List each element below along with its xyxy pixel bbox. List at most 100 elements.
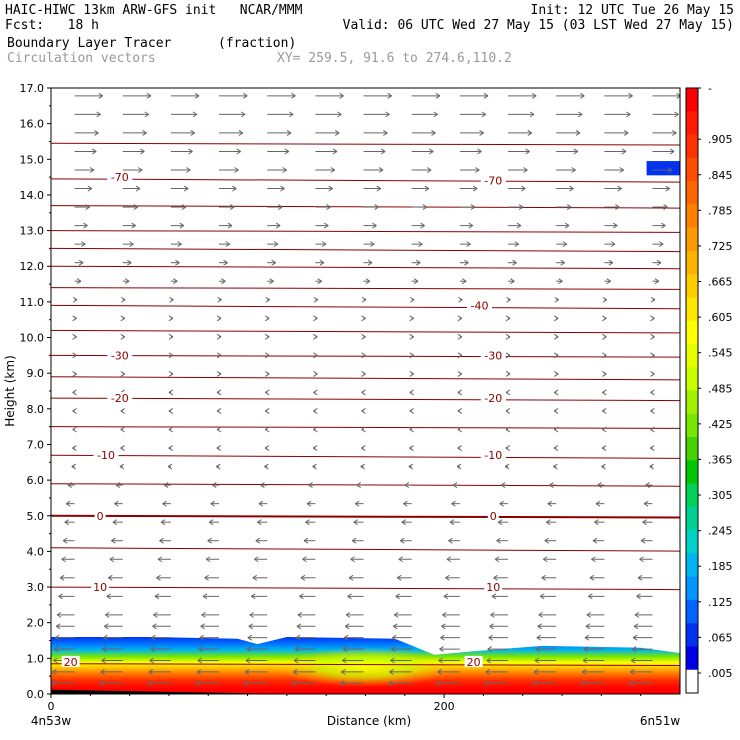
wind-vector xyxy=(245,657,268,664)
wind-vector xyxy=(363,129,388,136)
wind-vector xyxy=(652,259,662,266)
wind-vector xyxy=(388,680,412,687)
colorbar-label: .065 xyxy=(708,631,733,644)
wind-vector xyxy=(244,668,268,675)
wind-vector xyxy=(438,657,460,664)
x-tick-label: 0 xyxy=(48,700,55,713)
wind-vector xyxy=(120,333,126,340)
wind-vector xyxy=(74,241,86,248)
wind-vector xyxy=(484,680,509,687)
wind-vector xyxy=(219,278,226,285)
wind-vector xyxy=(631,646,653,653)
contour-label-background xyxy=(464,655,483,667)
wind-vector xyxy=(459,167,480,173)
wind-vector xyxy=(195,680,220,687)
colorbar-swatch xyxy=(686,599,698,624)
wind-vector xyxy=(505,352,511,359)
colorbar-label: .485 xyxy=(708,382,733,395)
wind-vector xyxy=(219,167,239,173)
wind-vector xyxy=(485,668,509,675)
wind-vector xyxy=(440,634,460,641)
wind-vector xyxy=(170,204,187,210)
wind-vector xyxy=(459,111,487,118)
wind-vector xyxy=(344,623,364,630)
wind-vector xyxy=(211,482,220,489)
wind-vector xyxy=(395,593,412,600)
wind-vector xyxy=(650,333,655,340)
wind-vector xyxy=(459,222,474,229)
wind-vector xyxy=(59,574,75,581)
wind-vector xyxy=(389,668,412,675)
wind-vector xyxy=(361,352,366,359)
wind-vector xyxy=(508,92,537,99)
wind-vector xyxy=(294,646,316,653)
colorbar-label: .185 xyxy=(708,560,733,573)
wind-vector xyxy=(149,657,171,664)
contour-label-background xyxy=(107,392,133,404)
wind-vector xyxy=(72,315,77,322)
wind-vector xyxy=(553,463,558,470)
wind-vector xyxy=(168,333,174,340)
y-tick-label: 16.0 xyxy=(20,118,45,131)
wind-vector xyxy=(74,148,97,155)
colorbar-swatch xyxy=(686,390,698,415)
contour-label-background xyxy=(480,449,506,461)
wind-vector xyxy=(257,519,268,526)
wind-vector xyxy=(589,574,605,581)
wind-vector xyxy=(363,204,379,210)
wind-vector xyxy=(168,426,174,433)
wind-vector xyxy=(556,92,585,99)
header-line2-right: Valid: 06 UTC Wed 27 May 15 (03 LST Wed … xyxy=(342,18,734,33)
wind-vector xyxy=(74,278,82,285)
y-tick-label: 10.0 xyxy=(20,332,45,345)
wind-vector xyxy=(445,574,460,581)
wind-vector xyxy=(353,519,364,526)
wind-vector xyxy=(457,445,462,451)
wind-vector xyxy=(153,611,171,618)
wind-vector xyxy=(505,315,511,322)
colorbar-label: .605 xyxy=(708,311,733,324)
wind-vector xyxy=(634,611,653,618)
wind-vector xyxy=(442,611,460,618)
colorbar-label: .665 xyxy=(708,276,733,289)
wind-vector xyxy=(542,556,557,563)
wind-vector xyxy=(508,241,519,248)
wind-vector xyxy=(459,92,489,99)
wind-vector xyxy=(636,593,653,600)
wind-vector xyxy=(254,556,268,563)
wind-vector xyxy=(553,352,559,359)
wind-vector xyxy=(439,646,460,653)
wind-vector xyxy=(267,185,285,192)
temperature-contour-line xyxy=(51,586,680,591)
wind-vector xyxy=(556,222,570,229)
wind-vector xyxy=(459,259,469,266)
wind-vector xyxy=(197,657,220,664)
wind-vector xyxy=(604,185,622,192)
header-line1-left: HAIC-HIWC 13km ARW-GFS init NCAR/MMM xyxy=(5,3,303,18)
wind-vector xyxy=(650,426,655,433)
wind-vector xyxy=(535,646,557,653)
temperature-contour-line xyxy=(51,287,680,290)
colorbar-swatch xyxy=(686,623,698,647)
wind-vector xyxy=(493,574,509,581)
wind-vector xyxy=(122,129,147,136)
colorbar-swatch xyxy=(686,157,698,182)
wind-vector xyxy=(505,333,511,340)
temperature-contour-line xyxy=(51,547,680,552)
y-tick-label: 11.0 xyxy=(20,296,45,309)
temperature-contour-line xyxy=(51,247,680,253)
colorbar-swatch xyxy=(686,483,698,508)
wind-vector xyxy=(556,204,572,210)
wind-vector xyxy=(246,646,268,653)
wind-vector xyxy=(556,185,574,192)
wind-vector xyxy=(633,623,653,630)
wind-vector xyxy=(408,463,414,470)
wind-vector xyxy=(361,315,366,322)
contour-label: -30 xyxy=(111,349,129,362)
wind-vector xyxy=(411,185,430,192)
wind-vector xyxy=(250,593,268,600)
colorbar-label: .005 xyxy=(708,667,733,680)
wind-vector xyxy=(258,500,268,507)
y-tick-label: 14.0 xyxy=(20,189,45,202)
